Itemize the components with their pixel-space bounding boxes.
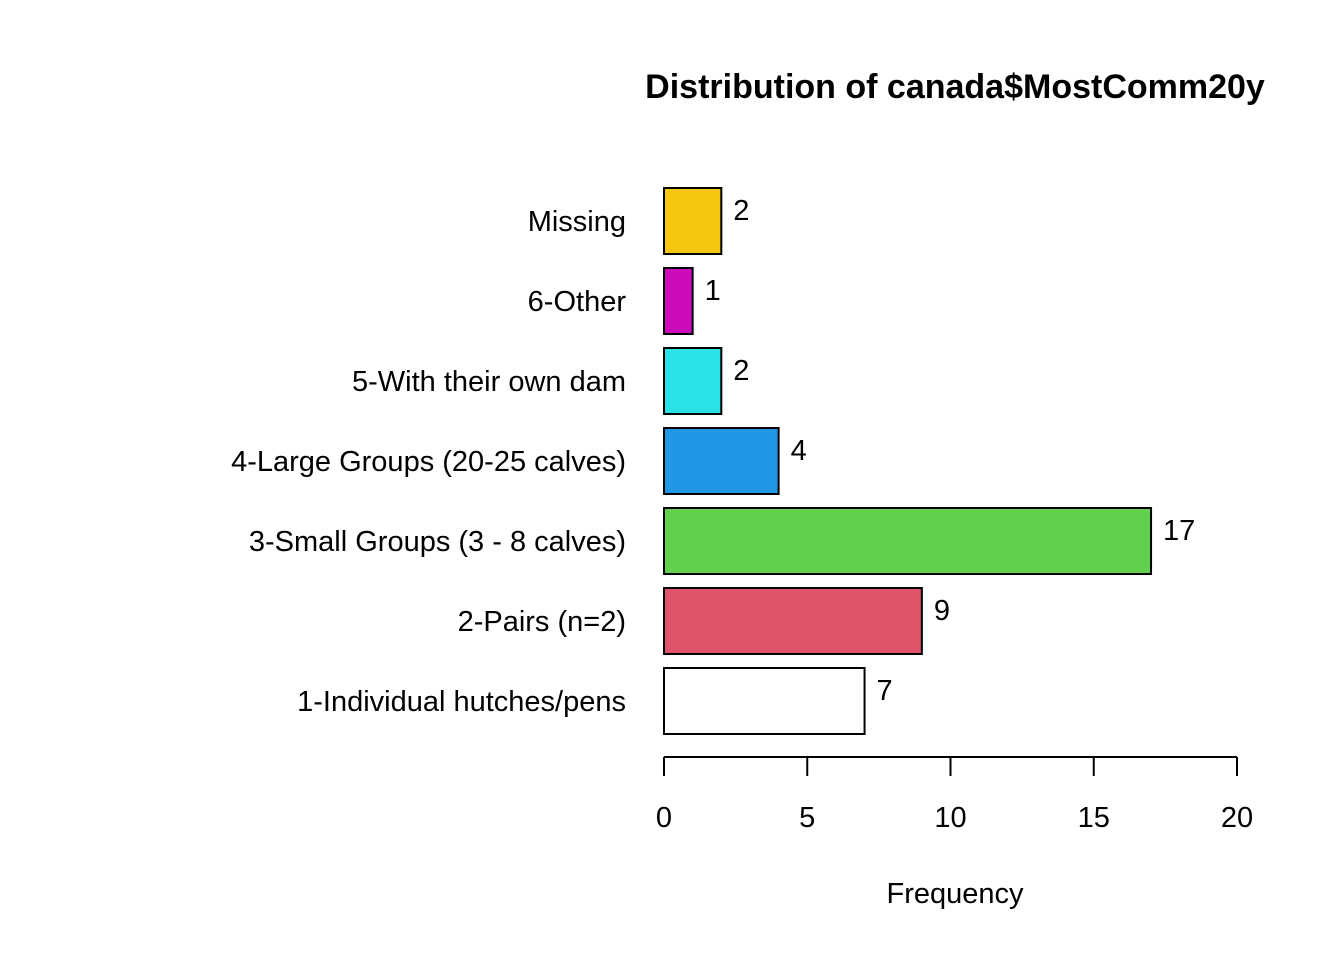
value-label: 9: [934, 595, 950, 627]
value-label: 2: [733, 355, 749, 387]
category-label: Missing: [528, 206, 626, 238]
value-label: 7: [877, 675, 893, 707]
bar: [663, 267, 694, 335]
category-label: 4-Large Groups (20-25 calves): [231, 446, 626, 478]
bar: [663, 347, 723, 415]
value-label: 4: [791, 435, 807, 467]
bars-group: 1-Individual hutches/pens 7 2-Pairs (n=2) 9…: [231, 187, 1195, 735]
value-label: 17: [1163, 515, 1195, 547]
category-label: 6-Other: [528, 286, 627, 318]
value-label: 2: [733, 195, 749, 227]
x-tick-label: 20: [1221, 802, 1253, 834]
x-axis: 0 5 10 15 20: [656, 756, 1253, 834]
chart-title: Distribution of canada$MostComm20y: [645, 68, 1265, 106]
category-label: 3-Small Groups (3 - 8 calves): [249, 526, 626, 558]
category-label: 2-Pairs (n=2): [458, 606, 626, 638]
x-tick-label: 10: [934, 802, 966, 834]
x-tick-label: 5: [799, 802, 815, 834]
x-tick-label: 15: [1078, 802, 1110, 834]
x-tick-label: 0: [656, 802, 672, 834]
value-label: 1: [705, 275, 721, 307]
bar: [663, 587, 923, 655]
category-label: 5-With their own dam: [352, 366, 626, 398]
bar: [663, 427, 780, 495]
bar: [663, 667, 866, 735]
bar: [663, 187, 723, 255]
bar: [663, 507, 1153, 575]
category-label: 1-Individual hutches/pens: [297, 686, 626, 718]
x-axis-title: Frequency: [886, 878, 1024, 910]
